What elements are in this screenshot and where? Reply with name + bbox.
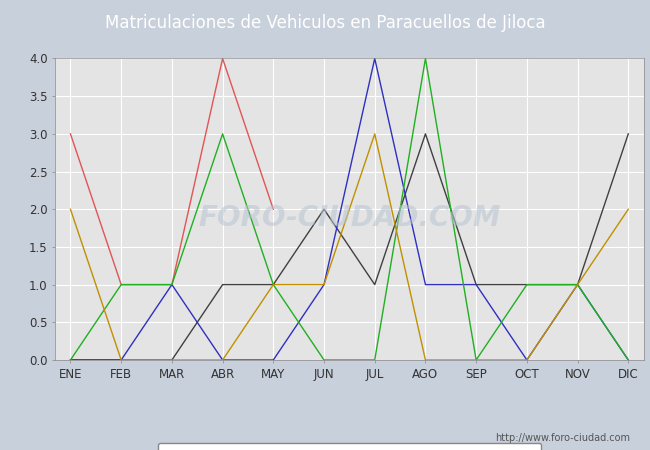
Text: FORO-CIUDAD.COM: FORO-CIUDAD.COM — [198, 204, 500, 232]
Legend: 2024, 2023, 2022, 2021, 2020: 2024, 2023, 2022, 2021, 2020 — [158, 443, 541, 450]
Text: http://www.foro-ciudad.com: http://www.foro-ciudad.com — [495, 433, 630, 443]
Text: Matriculaciones de Vehiculos en Paracuellos de Jiloca: Matriculaciones de Vehiculos en Paracuel… — [105, 14, 545, 32]
